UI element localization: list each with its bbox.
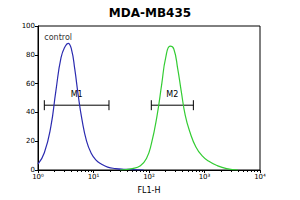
svg-text:M2: M2 (166, 90, 178, 99)
svg-text:60: 60 (26, 80, 35, 88)
svg-text:80: 80 (26, 51, 35, 59)
svg-text:MDA-MB435: MDA-MB435 (109, 6, 191, 20)
svg-text:10⁰: 10⁰ (32, 173, 44, 181)
svg-text:10³: 10³ (199, 173, 211, 181)
svg-text:10²: 10² (143, 173, 155, 181)
svg-text:100: 100 (22, 22, 35, 30)
svg-text:control: control (44, 33, 72, 42)
svg-text:20: 20 (26, 137, 35, 145)
svg-text:0: 0 (30, 166, 35, 174)
svg-text:40: 40 (26, 108, 35, 116)
svg-text:M1: M1 (71, 90, 83, 99)
svg-text:10⁴: 10⁴ (254, 173, 266, 181)
svg-text:FL1-H: FL1-H (137, 186, 160, 195)
svg-text:10¹: 10¹ (88, 173, 100, 181)
